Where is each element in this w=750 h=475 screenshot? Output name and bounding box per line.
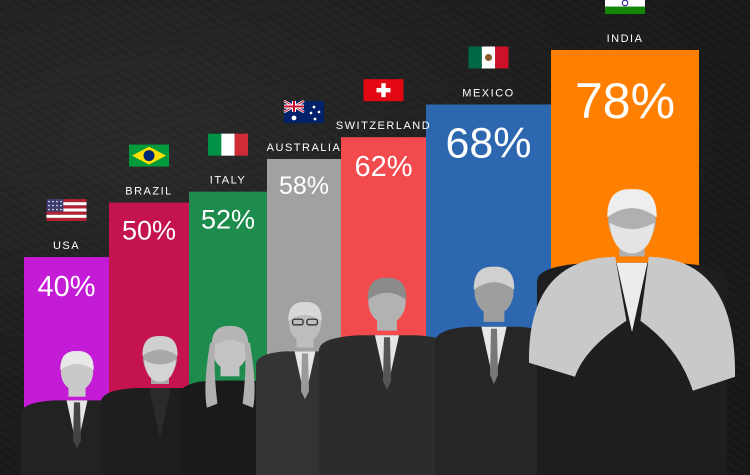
portrait-india [528, 189, 736, 475]
portrait-switzerland [319, 277, 455, 475]
value-label-usa: 40% [37, 271, 95, 303]
switzerland-flag-icon [363, 79, 404, 102]
category-label-mexico: MEXICO [462, 87, 514, 99]
category-label-usa: USA [53, 240, 80, 252]
category-label-switzerland: SWITZERLAND [336, 120, 431, 132]
value-label-brazil: 50% [122, 216, 176, 246]
value-label-australia: 58% [279, 172, 329, 200]
category-label-italy: ITALY [210, 175, 246, 187]
flags-layer [46, 0, 645, 222]
value-label-mexico: 68% [445, 119, 531, 167]
australia-flag-icon [283, 99, 324, 123]
category-label-india: INDIA [607, 33, 644, 45]
italy-flag-icon [208, 133, 248, 156]
category-label-brazil: BRAZIL [125, 186, 173, 198]
labels-layer: 40% USA 50% BRAZIL 52% ITALY 58% AUSTRALIA 62% SW… [37, 33, 675, 303]
mexico-flag-icon [468, 46, 509, 69]
value-label-switzerland: 62% [354, 151, 412, 183]
usa-flag-icon [46, 199, 87, 222]
india-flag-icon [605, 0, 645, 14]
category-label-australia: AUSTRALIA [267, 142, 342, 154]
portrait-italy [180, 325, 280, 475]
portrait-mexico [435, 266, 553, 475]
portraits-layer [21, 189, 736, 475]
value-label-italy: 52% [201, 205, 255, 235]
value-label-india: 78% [575, 73, 675, 129]
brazil-flag-icon [129, 144, 169, 167]
